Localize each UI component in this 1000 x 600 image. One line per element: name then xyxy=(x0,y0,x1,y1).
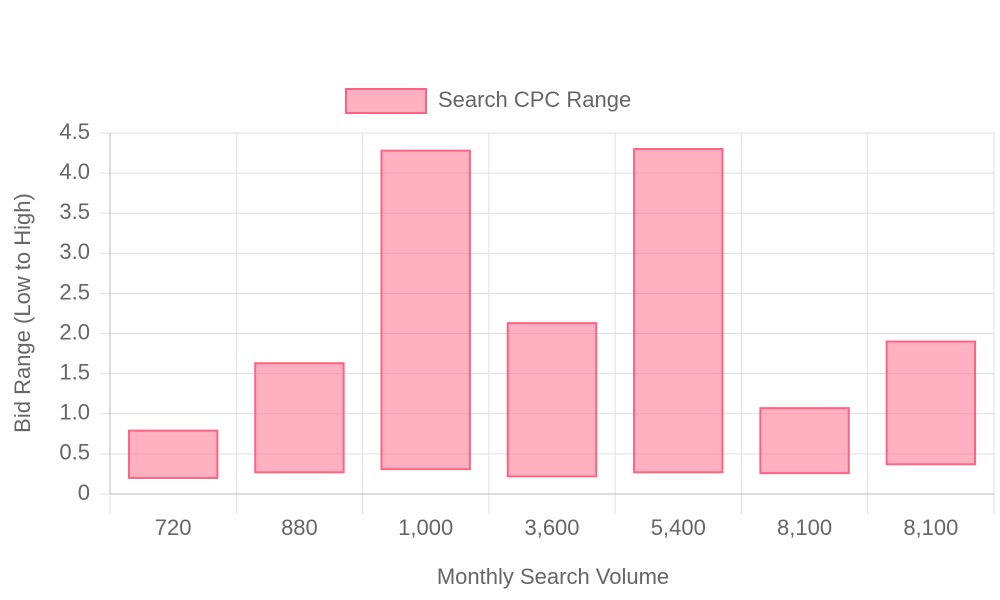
bar xyxy=(506,322,598,478)
y-tick-label: 4.0 xyxy=(59,159,90,184)
y-tick-label: 3.5 xyxy=(59,199,90,224)
legend-swatch xyxy=(345,88,427,114)
y-tick-label: 1.0 xyxy=(59,400,90,425)
x-tick-label: 8,100 xyxy=(777,515,832,540)
bar xyxy=(759,407,850,475)
y-tick-label: 3.0 xyxy=(59,239,90,264)
bar xyxy=(380,149,471,471)
bar xyxy=(127,429,219,479)
x-tick-label: 5,400 xyxy=(651,515,706,540)
x-tick-label: 8,100 xyxy=(903,515,958,540)
y-tick-label: 2.0 xyxy=(59,319,90,344)
x-axis-title: Monthly Search Volume xyxy=(437,564,669,589)
y-axis-title: Bid Range (Low to High) xyxy=(10,193,35,433)
y-tick-label: 4.5 xyxy=(59,119,90,144)
x-tick-label: 1,000 xyxy=(398,515,453,540)
y-tick-label: 2.5 xyxy=(59,279,90,304)
x-tick-label: 3,600 xyxy=(524,515,579,540)
x-tick-label: 720 xyxy=(155,515,192,540)
legend-label: Search CPC Range xyxy=(438,87,631,112)
bar xyxy=(254,362,345,474)
bar xyxy=(885,340,977,466)
y-tick-label: 0 xyxy=(78,480,90,505)
x-tick-label: 880 xyxy=(281,515,318,540)
y-tick-label: 1.5 xyxy=(59,359,90,384)
bar xyxy=(633,148,724,474)
y-tick-label: 0.5 xyxy=(59,440,90,465)
